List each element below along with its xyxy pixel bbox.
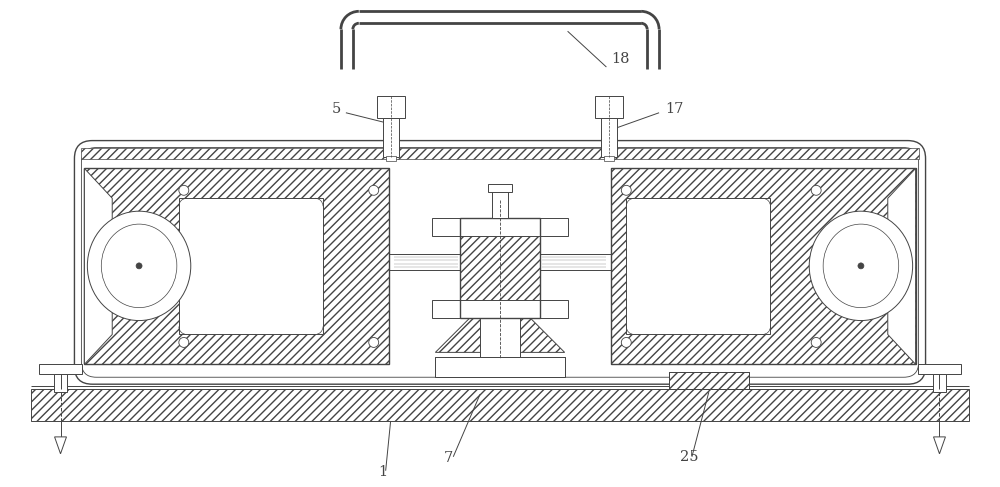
Ellipse shape (87, 211, 191, 320)
Bar (81, 148, 919, 159)
Bar (480, 318, 520, 357)
Bar (611, 169, 916, 364)
Ellipse shape (809, 211, 913, 320)
Bar (179, 198, 323, 335)
Text: 13: 13 (818, 237, 837, 251)
Bar (84, 169, 389, 364)
Circle shape (621, 337, 631, 347)
Circle shape (179, 186, 189, 195)
Text: 5: 5 (331, 102, 341, 116)
Circle shape (858, 263, 864, 269)
Bar (435, 357, 565, 377)
Circle shape (811, 337, 821, 347)
Bar (480, 318, 520, 357)
Text: 7: 7 (444, 451, 453, 465)
Text: 17: 17 (665, 102, 683, 116)
Bar (54, 374, 67, 392)
Bar (386, 155, 396, 162)
Circle shape (136, 263, 142, 269)
Bar (460, 218, 540, 318)
Bar (604, 155, 614, 162)
FancyBboxPatch shape (74, 141, 926, 384)
Text: 1: 1 (378, 465, 387, 479)
Circle shape (621, 186, 631, 195)
Circle shape (179, 337, 189, 347)
Ellipse shape (823, 224, 899, 308)
Bar (31, 389, 969, 421)
Bar (383, 118, 399, 157)
Bar (435, 357, 565, 377)
Bar (84, 169, 389, 364)
Polygon shape (888, 169, 916, 364)
Bar (432, 300, 568, 318)
Polygon shape (934, 437, 945, 454)
Bar (595, 96, 623, 118)
Polygon shape (84, 169, 112, 364)
Bar (626, 198, 770, 335)
Bar (918, 364, 961, 374)
Bar (601, 118, 617, 157)
Bar (377, 96, 405, 118)
Bar (669, 372, 749, 389)
Bar (432, 218, 568, 236)
Bar (488, 185, 512, 192)
Bar (669, 372, 749, 389)
Circle shape (369, 337, 379, 347)
Polygon shape (55, 437, 66, 454)
Text: 18: 18 (611, 52, 630, 66)
Bar (460, 218, 540, 318)
Text: 25: 25 (680, 450, 698, 464)
FancyBboxPatch shape (81, 148, 919, 377)
Polygon shape (435, 318, 565, 353)
Circle shape (811, 186, 821, 195)
Bar (39, 364, 82, 374)
Ellipse shape (101, 224, 177, 308)
Circle shape (369, 186, 379, 195)
Bar (611, 169, 916, 364)
Bar (492, 190, 508, 218)
Bar (933, 374, 946, 392)
